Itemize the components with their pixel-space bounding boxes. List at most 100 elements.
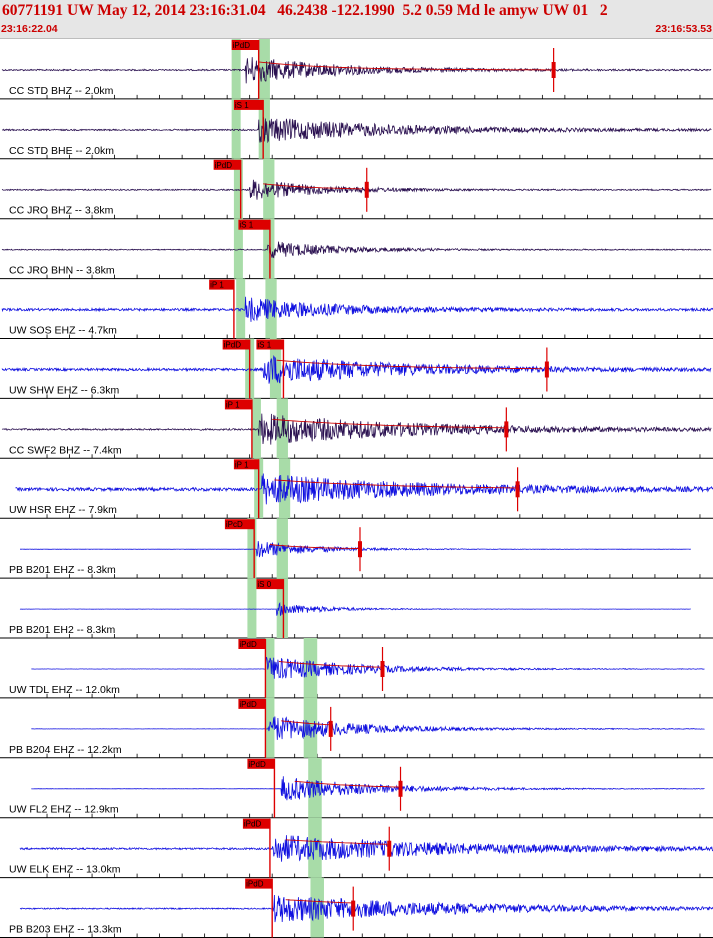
pick-window bbox=[231, 39, 241, 99]
coda-marker bbox=[387, 840, 392, 857]
p-pick-label: iPdD bbox=[233, 41, 251, 50]
pick-window bbox=[233, 218, 243, 279]
pick-window bbox=[265, 278, 277, 339]
coda-curve bbox=[274, 479, 518, 489]
waveform-trace bbox=[31, 776, 705, 801]
coda-marker bbox=[328, 720, 333, 737]
p-pick-flag bbox=[222, 339, 250, 350]
trace-label: PB B204 EHZ -- 12.2km bbox=[9, 744, 122, 756]
pick-window bbox=[258, 98, 270, 159]
pick-window bbox=[258, 39, 270, 99]
pick-window bbox=[247, 518, 257, 579]
trace-label: PB B203 EHZ -- 13.3km bbox=[9, 924, 122, 936]
p-pick-flag bbox=[233, 459, 259, 470]
coda-curve bbox=[281, 720, 331, 726]
trace-label: CC STD BHE -- 2.0km bbox=[9, 145, 114, 157]
coda-marker bbox=[364, 181, 369, 198]
p-pick-label: iPdD bbox=[215, 161, 233, 170]
pick-window bbox=[265, 638, 275, 698]
time-start: 23:16:22.04 bbox=[1, 23, 58, 35]
event-title: 60771191 UW May 12, 2014 23:16:31.04 46.… bbox=[2, 2, 608, 19]
trace-label: UW SOS EHZ -- 4.7km bbox=[9, 325, 117, 337]
p-pick-label: iS 0 bbox=[257, 580, 271, 589]
p-pick-flag bbox=[224, 519, 255, 530]
pick-window bbox=[308, 817, 322, 878]
p-pick-label: iPdD bbox=[246, 880, 264, 889]
coda-curve bbox=[285, 839, 390, 845]
coda-curve bbox=[272, 418, 507, 429]
trace-label: UW TDL EHZ -- 12.0km bbox=[9, 684, 120, 696]
p-pick-label: iP 1 bbox=[235, 460, 249, 469]
seismogram-plot: iPdD CC STD BHZ -- 2.0km iS 1 CC STD BHE --… bbox=[0, 39, 713, 938]
waveform-trace bbox=[1, 413, 712, 445]
coda-curve bbox=[276, 359, 543, 370]
trace-label: CC SWF2 BHZ -- 7.4km bbox=[9, 444, 122, 456]
p-pick-label: iPdD bbox=[244, 820, 262, 829]
p-pick-label: iS 1 bbox=[235, 101, 249, 110]
p-pick-flag bbox=[238, 639, 266, 649]
coda-marker bbox=[357, 541, 362, 558]
coda-marker bbox=[351, 900, 356, 917]
waveform-trace bbox=[19, 894, 713, 923]
trace-label: UW HSR EHZ -- 7.9km bbox=[9, 504, 117, 516]
coda-curve bbox=[263, 183, 363, 190]
coda-marker bbox=[515, 481, 520, 498]
trace-label: UW FL2 EHZ -- 12.9km bbox=[9, 804, 119, 816]
p-pick-label: iPcD bbox=[226, 520, 243, 529]
p-pick-label: iPdD bbox=[248, 760, 266, 769]
p-pick-flag bbox=[231, 40, 259, 50]
pick-window bbox=[303, 697, 318, 758]
waveform-trace bbox=[31, 716, 705, 740]
coda-marker bbox=[551, 62, 556, 78]
p-pick-label: iS 1 bbox=[239, 221, 253, 230]
pick-window bbox=[251, 398, 261, 459]
waveform-trace bbox=[19, 601, 691, 617]
coda-curve bbox=[258, 61, 552, 71]
p-pick-flag bbox=[256, 579, 284, 590]
p-pick-flag bbox=[213, 159, 241, 170]
waveform-trace bbox=[31, 656, 705, 679]
trace-label: UW ELK EHZ -- 13.0km bbox=[9, 864, 121, 876]
p-pick-flag bbox=[238, 219, 270, 230]
trace-label: CC STD BHZ -- 2.0km bbox=[9, 85, 114, 97]
pick-window bbox=[276, 578, 288, 638]
coda-curve bbox=[269, 544, 361, 550]
trace-label: PB B201 EHZ -- 8.3km bbox=[9, 564, 116, 576]
p-pick-label: iPdD bbox=[239, 700, 257, 709]
time-end: 23:16:53.53 bbox=[655, 23, 712, 35]
p-pick-label: iPdD bbox=[239, 640, 257, 649]
s-pick-label: iS 1 bbox=[257, 341, 271, 350]
trace-label: PB B201 EH2 -- 8.3km bbox=[9, 624, 115, 636]
pick-window bbox=[247, 578, 257, 638]
coda-marker bbox=[504, 421, 509, 438]
pick-window bbox=[263, 218, 275, 279]
trace-label: CC JRO BHZ -- 3.8km bbox=[9, 205, 114, 217]
p-pick-flag bbox=[245, 878, 273, 889]
pick-window bbox=[310, 877, 324, 938]
p-pick-label: iP 1 bbox=[226, 400, 240, 409]
waveform-trace bbox=[1, 241, 712, 259]
p-pick-flag bbox=[238, 698, 266, 709]
p-pick-label: iPdD bbox=[224, 341, 242, 350]
p-pick-flag bbox=[224, 399, 252, 410]
p-pick-label: iP 1 bbox=[210, 281, 224, 290]
p-pick-flag bbox=[233, 99, 264, 110]
pick-window bbox=[233, 158, 243, 219]
waveform-trace bbox=[1, 354, 712, 384]
s-pick-flag bbox=[256, 339, 284, 350]
waveform-trace bbox=[1, 57, 712, 84]
coda-curve bbox=[285, 899, 354, 904]
pick-window bbox=[231, 98, 241, 159]
coda-marker bbox=[380, 661, 385, 677]
waveform-trace bbox=[20, 541, 691, 558]
p-pick-flag bbox=[209, 279, 234, 290]
waveform-trace bbox=[1, 117, 712, 144]
trace-label: CC JRO BHN -- 3.8km bbox=[9, 265, 115, 277]
waveform-trace bbox=[15, 473, 713, 505]
coda-curve bbox=[294, 780, 399, 788]
coda-marker bbox=[398, 780, 403, 797]
waveform-trace bbox=[1, 179, 712, 200]
trace-label: UW SHW EHZ -- 6.3km bbox=[9, 384, 119, 396]
coda-marker bbox=[544, 361, 549, 378]
p-pick-flag bbox=[242, 818, 270, 829]
